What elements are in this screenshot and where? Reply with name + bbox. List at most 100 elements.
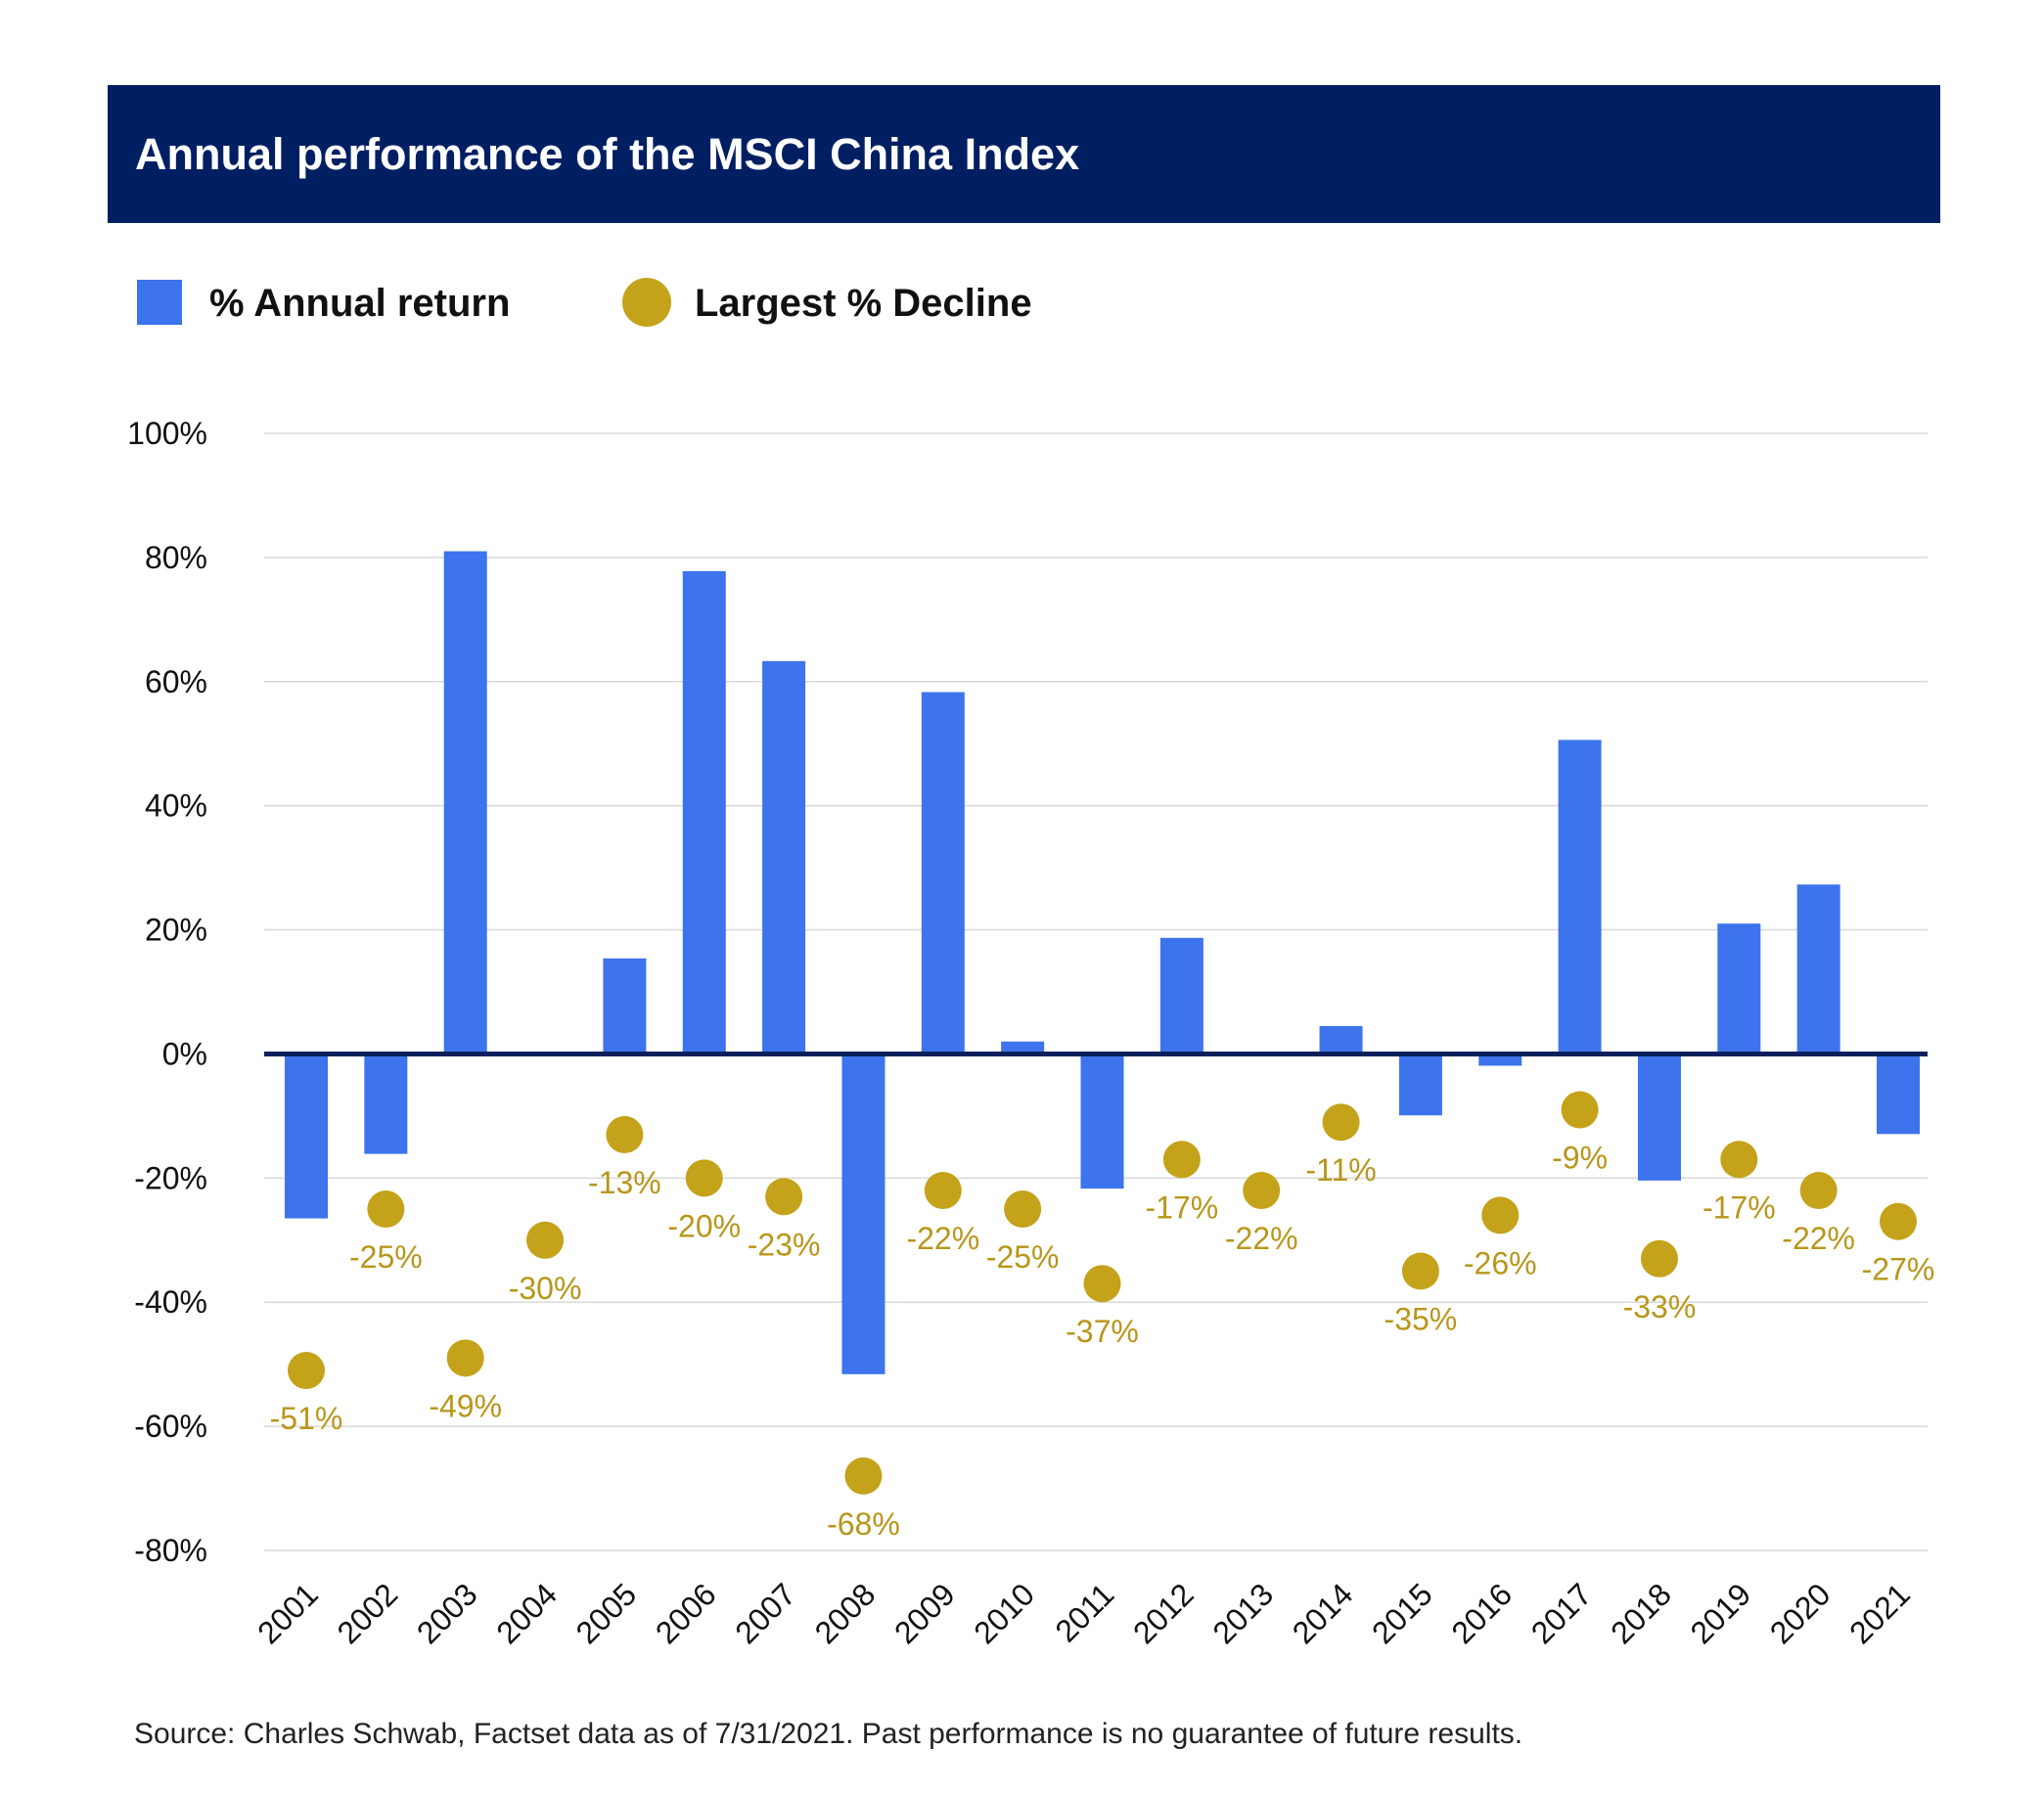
decline-point (844, 1457, 883, 1495)
x-tick-label: 2005 (569, 1576, 644, 1650)
x-tick-label: 2014 (1286, 1576, 1360, 1650)
x-tick-label: 2018 (1604, 1576, 1678, 1650)
x-tick-label: 2021 (1842, 1576, 1917, 1650)
decline-data-label: -51% (270, 1401, 343, 1436)
decline-data-label: -25% (986, 1239, 1060, 1275)
x-tick-label: 2019 (1683, 1576, 1757, 1650)
legend-circle-icon (622, 278, 671, 327)
x-tick-label: 2015 (1365, 1576, 1439, 1650)
y-tick-label: 40% (145, 788, 207, 824)
chart-title-banner: Annual performance of the MSCI China Ind… (108, 85, 1940, 223)
decline-point (1561, 1091, 1599, 1129)
decline-data-label: -35% (1385, 1302, 1458, 1337)
decline-point (1401, 1252, 1439, 1290)
decline-point (1481, 1196, 1520, 1234)
source-note: Source: Charles Schwab, Factset data as … (134, 1718, 1523, 1750)
y-tick-label: 100% (127, 416, 207, 451)
bar (1001, 1041, 1045, 1054)
decline-data-label: -23% (748, 1227, 821, 1262)
y-tick-label: 0% (162, 1036, 207, 1071)
bar (603, 958, 647, 1054)
legend-label-largest-decline: Largest % Decline (695, 282, 1032, 325)
decline-data-label: -20% (667, 1208, 741, 1243)
x-tick-label: 2001 (250, 1576, 325, 1650)
y-tick-label: 60% (145, 664, 207, 699)
y-tick-label: 80% (145, 540, 207, 575)
decline-point (685, 1159, 723, 1197)
x-tick-label: 2008 (808, 1576, 883, 1650)
x-tick-label: 2016 (1444, 1576, 1519, 1650)
decline-point (1880, 1202, 1917, 1240)
x-tick-label: 2011 (1048, 1576, 1120, 1648)
x-tick-label: 2020 (1763, 1576, 1838, 1650)
y-tick-label: -80% (134, 1533, 207, 1568)
x-tick-label: 2010 (967, 1576, 1041, 1650)
bar (285, 1054, 328, 1219)
x-tick-label: 2004 (489, 1576, 564, 1650)
bar (841, 1054, 886, 1374)
legend-square-icon (137, 280, 182, 325)
bar (1717, 923, 1761, 1054)
decline-point (1640, 1239, 1678, 1278)
bar (1558, 740, 1602, 1054)
decline-data-label: -22% (1782, 1221, 1855, 1256)
bar (1637, 1054, 1681, 1181)
decline-point (1799, 1172, 1838, 1210)
decline-point (1322, 1103, 1360, 1142)
decline-point (526, 1221, 565, 1259)
decline-data-label: -26% (1464, 1245, 1537, 1280)
bar (1159, 937, 1204, 1054)
x-tick-label: 2007 (728, 1576, 802, 1650)
decline-point (1004, 1190, 1042, 1229)
bar (921, 692, 965, 1054)
decline-data-label: -68% (827, 1506, 900, 1542)
bar (1877, 1054, 1920, 1135)
x-tick-label: 2006 (649, 1576, 723, 1650)
decline-point (1162, 1141, 1201, 1179)
x-tick-label: 2002 (331, 1576, 405, 1650)
bar (1319, 1025, 1363, 1054)
decline-point (446, 1339, 484, 1377)
decline-data-label: -17% (1703, 1189, 1776, 1225)
decline-point (1243, 1172, 1281, 1210)
bar (364, 1054, 408, 1154)
decline-point (1083, 1265, 1121, 1303)
decline-data-label: -27% (1862, 1252, 1935, 1287)
y-tick-label: -40% (134, 1284, 207, 1320)
bar (682, 570, 726, 1054)
y-tick-label: -20% (134, 1160, 207, 1195)
decline-data-label: -22% (906, 1221, 979, 1256)
x-tick-label: 2012 (1126, 1576, 1201, 1650)
y-tick-label: 20% (145, 913, 207, 948)
bar (1796, 884, 1840, 1054)
bar (762, 660, 806, 1054)
x-tick-label: 2017 (1524, 1576, 1599, 1650)
y-tick-label: -60% (134, 1409, 207, 1444)
decline-point (367, 1190, 405, 1229)
chart-title: Annual performance of the MSCI China Ind… (135, 129, 1080, 179)
decline-data-label: -37% (1066, 1314, 1139, 1349)
decline-data-label: -17% (1145, 1189, 1218, 1225)
decline-point (1720, 1141, 1758, 1179)
x-tick-label: 2003 (410, 1576, 484, 1650)
decline-point (924, 1172, 962, 1210)
x-tick-label: 2009 (887, 1576, 962, 1650)
decline-point (288, 1352, 325, 1390)
decline-data-label: -11% (1305, 1152, 1376, 1188)
decline-data-label: -13% (588, 1165, 661, 1200)
decline-data-label: -33% (1623, 1289, 1697, 1324)
bar (1080, 1054, 1124, 1189)
decline-data-label: -30% (509, 1271, 582, 1306)
decline-data-label: -22% (1225, 1221, 1298, 1256)
decline-data-label: -49% (429, 1388, 502, 1423)
chart-plot: 100% 80% 60% 40% 20% 0% -20% -40% -60% -80% -51% -2… (127, 416, 1935, 1650)
decline-data-label: -25% (349, 1239, 423, 1275)
x-tick-label: 2013 (1205, 1576, 1280, 1650)
bar (1398, 1054, 1442, 1116)
legend-label-annual-return: % Annual return (209, 282, 511, 325)
decline-point (606, 1115, 644, 1153)
decline-data-label: -9% (1552, 1141, 1608, 1176)
decline-point (765, 1178, 803, 1216)
bar (1478, 1054, 1522, 1066)
bar (443, 551, 487, 1054)
